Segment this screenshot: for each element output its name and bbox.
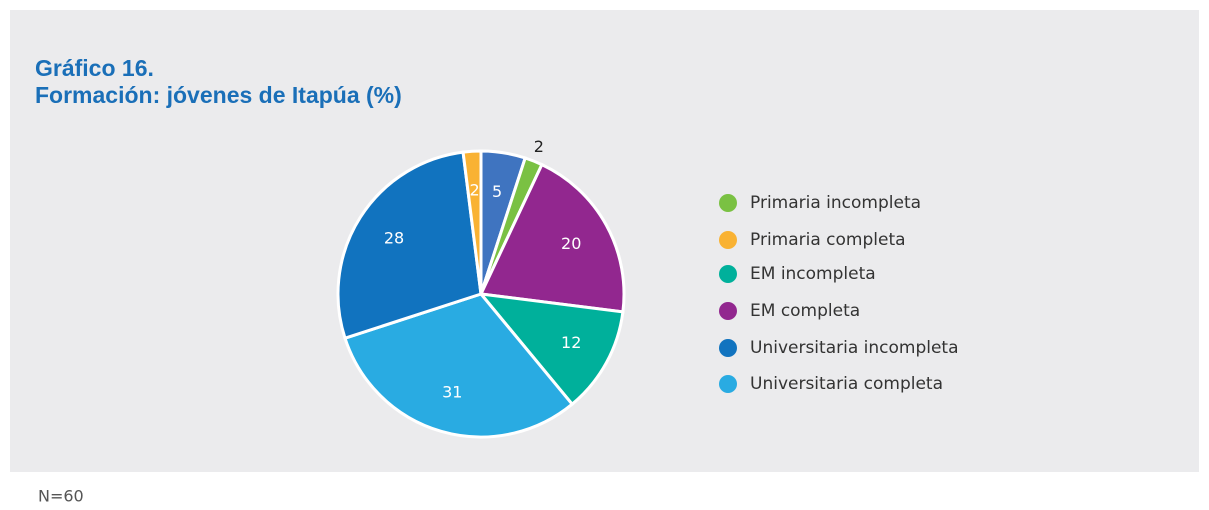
pie-slice: [478, 162, 626, 314]
legend-label: EM completa: [750, 301, 860, 321]
slice-label: 20: [561, 234, 581, 253]
slice-label: 5: [492, 182, 502, 201]
legend-swatch: [719, 194, 737, 212]
legend-swatch: [719, 265, 737, 283]
pie-slice: [336, 150, 483, 341]
slice-label: 28: [384, 228, 404, 247]
pie-slice: [461, 149, 483, 295]
legend-label: Universitaria incompleta: [750, 338, 959, 358]
chart-title: Gráfico 16.: [35, 55, 154, 81]
legend-label: Universitaria completa: [750, 374, 943, 394]
legend-swatch: [719, 302, 737, 320]
slice-label: 2: [534, 137, 544, 156]
slice-label: 12: [561, 333, 581, 352]
legend-label: Primaria completa: [750, 230, 906, 250]
slice-label: 2: [469, 181, 479, 200]
legend-swatch: [719, 231, 737, 249]
slice-label: 31: [442, 382, 462, 401]
legend-label: EM incompleta: [750, 264, 876, 284]
pie-slice: [477, 292, 625, 407]
note: N=60: [38, 487, 84, 506]
chart-subtitle: Formación: jóvenes de Itapúa (%): [35, 82, 402, 108]
legend-swatch: [719, 339, 737, 357]
legend-label: Primaria incompleta: [750, 193, 921, 213]
pie-slice: [343, 292, 575, 439]
legend-swatch: [719, 375, 737, 393]
